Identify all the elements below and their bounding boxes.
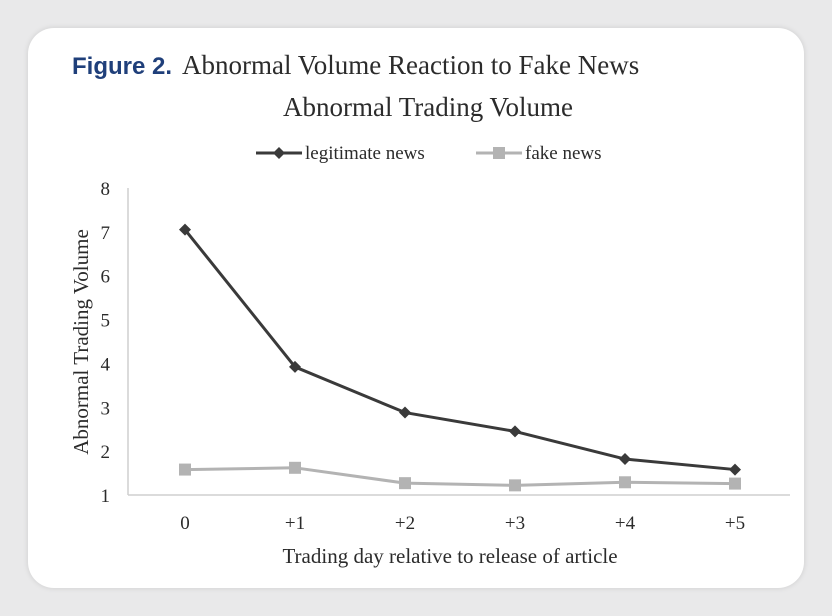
y-axis-label: Abnormal Trading Volume	[69, 229, 93, 455]
y-tick-labels: 1 2 3 4 5 6 7 8	[101, 179, 111, 507]
x-tick-label: +4	[615, 513, 636, 534]
y-tick-label: 5	[101, 311, 111, 332]
y-tick-label: 8	[101, 179, 111, 200]
chart-title: Abnormal Trading Volume	[283, 92, 573, 122]
data-point-legitimate-news	[509, 425, 521, 438]
x-axis-label: Trading day relative to release of artic…	[282, 544, 617, 568]
data-point-legitimate-news	[179, 223, 191, 236]
series-line-fake-news	[184, 466, 736, 487]
legend-label-legitimate: legitimate news	[305, 143, 425, 164]
series-layer	[179, 223, 741, 492]
y-tick-label: 6	[101, 267, 111, 288]
data-point-fake-news	[399, 477, 411, 490]
data-point-fake-news	[289, 461, 301, 474]
x-tick-labels: 0 +1 +2 +3 +4 +5	[180, 513, 745, 534]
data-point-fake-news	[179, 463, 191, 476]
x-tick-label: +1	[285, 513, 305, 534]
data-point-legitimate-news	[399, 406, 411, 419]
chart-legend: legitimate news fake news	[256, 143, 602, 164]
data-point-fake-news	[619, 476, 631, 489]
legend-label-fake: fake news	[525, 143, 602, 164]
data-point-legitimate-news	[729, 463, 741, 476]
data-point-legitimate-news	[289, 360, 301, 373]
legend-marker-fake	[493, 147, 505, 159]
x-tick-label: +2	[395, 513, 415, 534]
legend-marker-legitimate	[273, 147, 285, 159]
x-tick-label: 0	[180, 513, 190, 534]
y-tick-label: 2	[101, 442, 111, 463]
data-point-fake-news	[729, 477, 741, 490]
series-line-legitimate-news	[183, 228, 736, 472]
data-point-fake-news	[509, 479, 521, 492]
y-tick-label: 4	[101, 354, 111, 375]
y-tick-label: 3	[101, 398, 111, 419]
x-tick-label: +5	[725, 513, 745, 534]
figure-caption: Figure 2. Abnormal Volume Reaction to Fak…	[72, 50, 639, 81]
figure-caption-text: Abnormal Volume Reaction to Fake News	[182, 50, 640, 80]
figure-label: Figure 2.	[72, 53, 173, 80]
y-tick-label: 1	[101, 486, 111, 507]
y-tick-label: 7	[101, 223, 111, 244]
data-point-legitimate-news	[619, 453, 631, 466]
x-tick-label: +3	[505, 513, 525, 534]
